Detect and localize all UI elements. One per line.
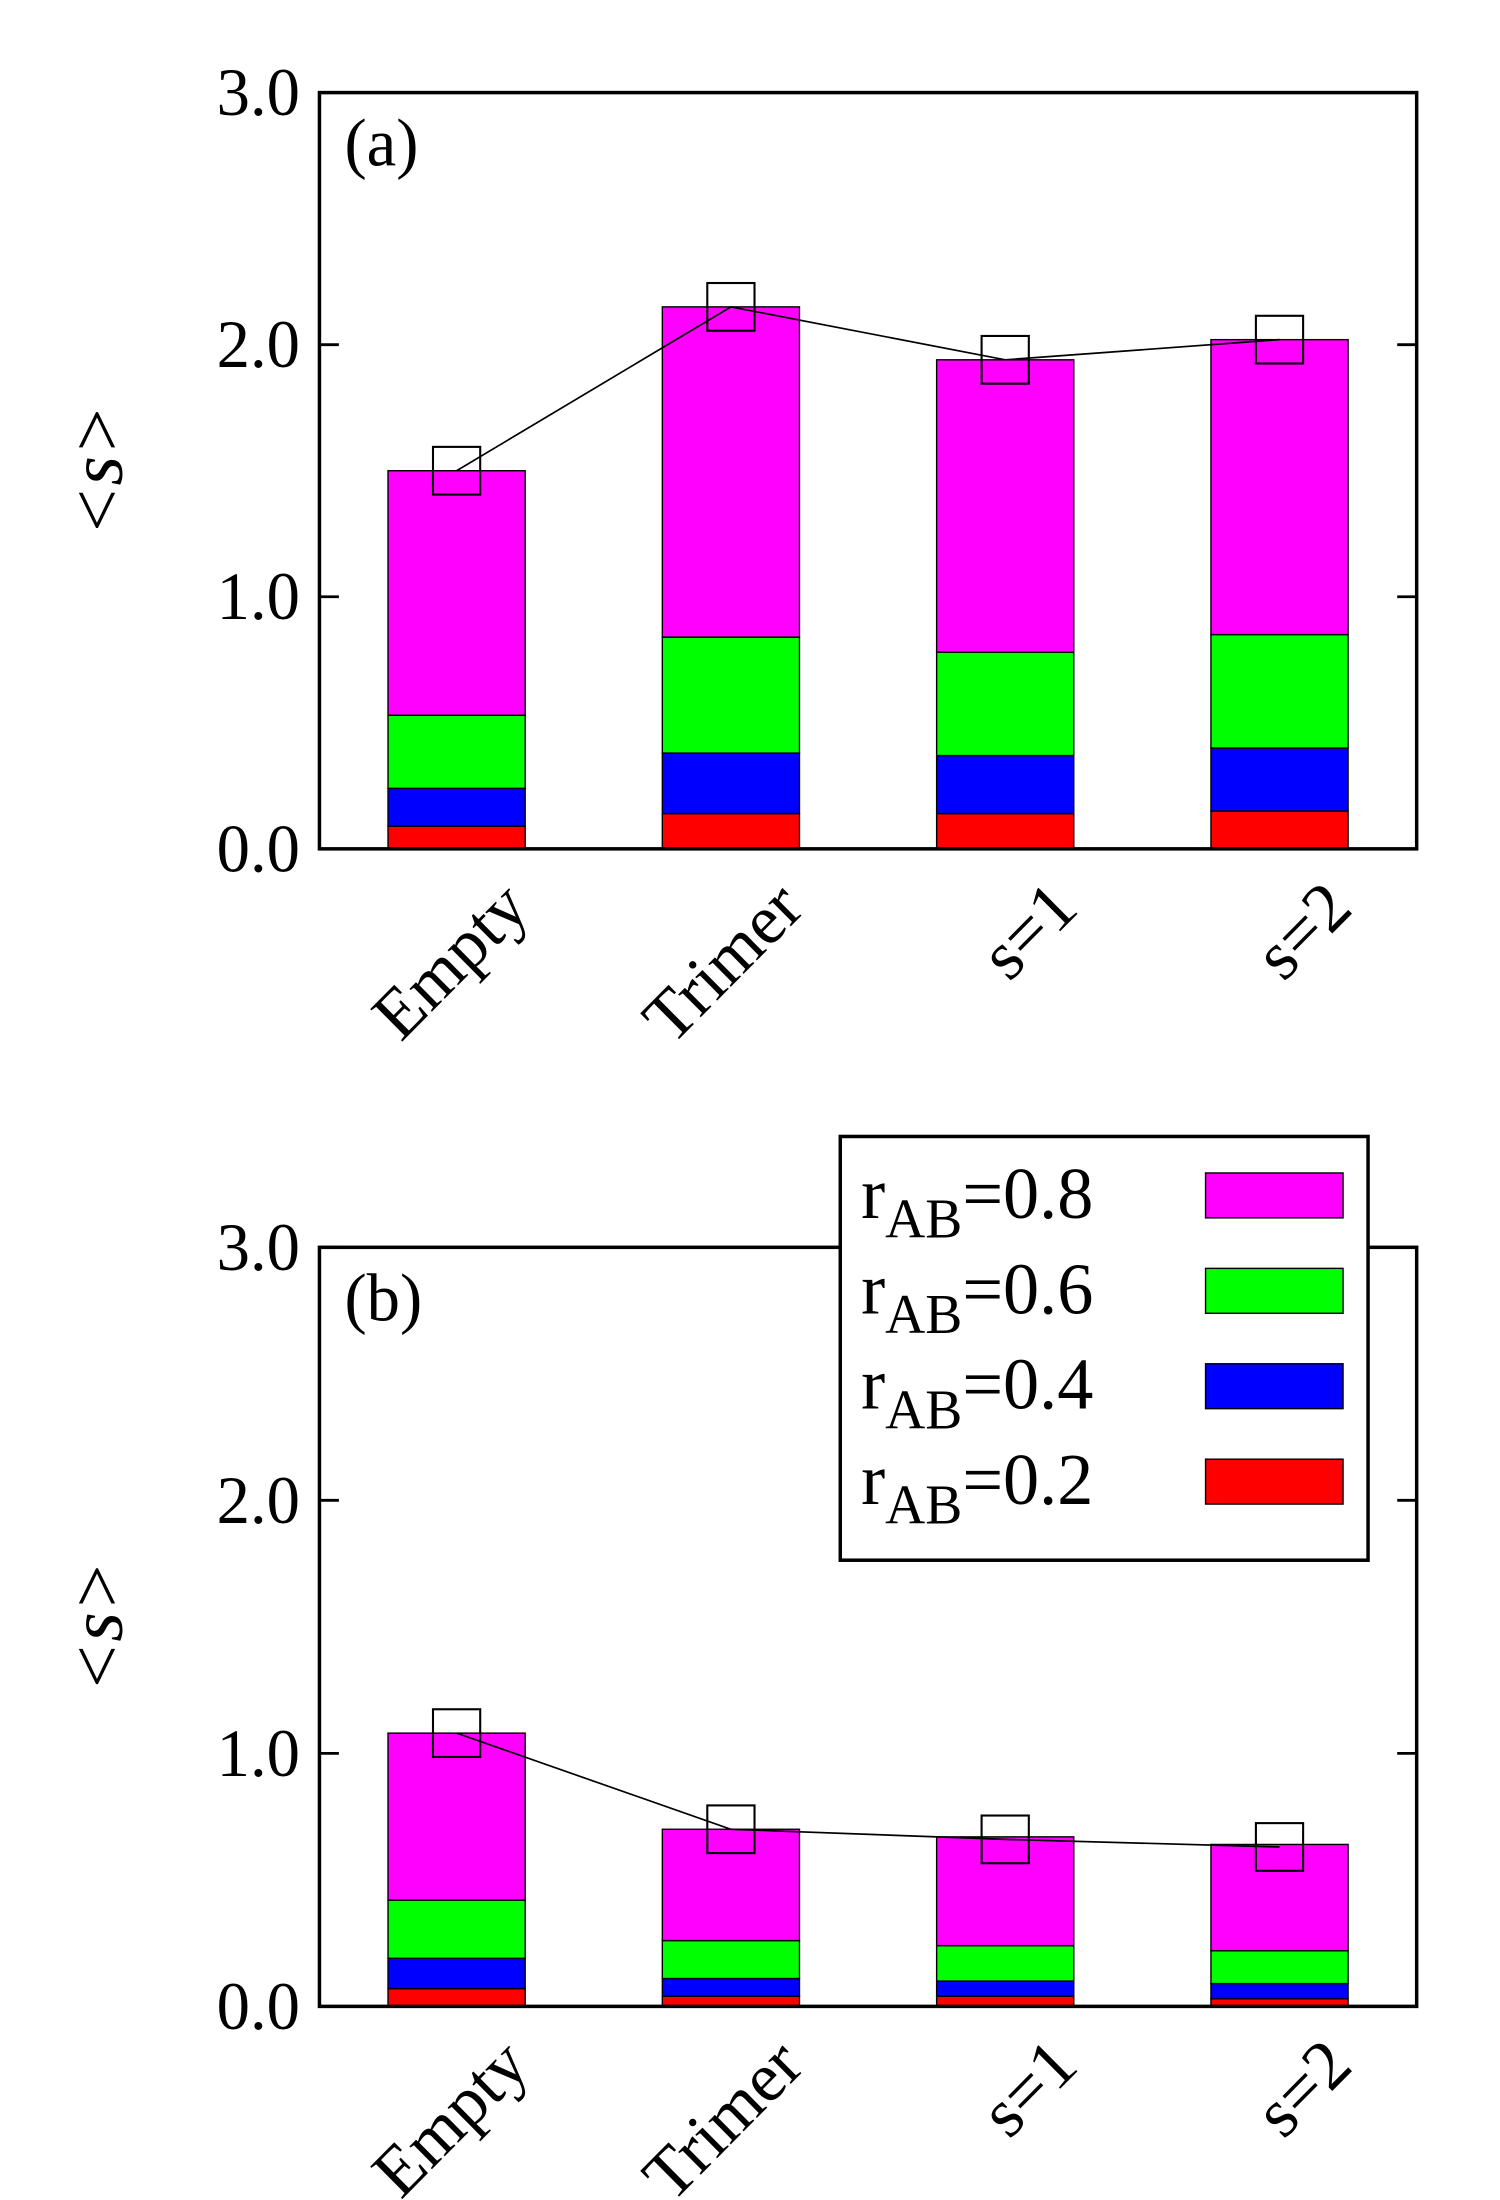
legend-label: rAB=0.2: [861, 1439, 1093, 1537]
y-tick-label: 2.0: [217, 308, 300, 382]
x-tick-label: Empty: [358, 2025, 543, 2200]
total-marker: [706, 281, 756, 332]
total-marker: [706, 1804, 756, 1855]
panel-label: (b): [344, 1261, 422, 1335]
total-marker: [431, 1708, 482, 1759]
bar-segment: [1210, 338, 1349, 636]
total-marker: [980, 334, 1030, 385]
bar-segment: [387, 470, 526, 716]
bar-segment: [1210, 747, 1349, 812]
legend-swatch: [1204, 1267, 1344, 1314]
legend-swatch: [1204, 1363, 1344, 1410]
total-marker: [1254, 1822, 1305, 1872]
y-tick-label: 2.0: [217, 1463, 300, 1537]
total-line: [456, 305, 1280, 472]
legend-swatch: [1204, 1172, 1344, 1219]
bar-segment: [935, 812, 1075, 850]
y-tick-label: 1.0: [217, 560, 300, 634]
bar-segment: [1210, 1950, 1349, 1985]
x-tick-label: s=2: [1240, 2025, 1366, 2152]
total-marker: [1254, 314, 1305, 365]
legend-label: rAB=0.4: [861, 1343, 1093, 1441]
bar-segment: [935, 754, 1075, 815]
bar-segment: [935, 1980, 1075, 1997]
x-tick-label: s=1: [966, 867, 1092, 994]
legend-swatch: [1204, 1458, 1344, 1505]
bar-segment: [661, 1939, 801, 1980]
y-tick-label: 3.0: [217, 1210, 300, 1284]
bar-segment: [935, 359, 1075, 653]
bar-segment: [935, 651, 1075, 757]
legend-label: rAB=0.6: [861, 1248, 1093, 1346]
y-tick-label: 0.0: [217, 812, 300, 886]
bar-segment: [1210, 1843, 1349, 1952]
total-marker: [431, 445, 482, 496]
x-tick-label: Empty: [358, 867, 543, 1054]
bar-segment: [661, 636, 801, 754]
bar-segment: [1210, 810, 1349, 850]
y-tick-label: 0.0: [217, 1970, 300, 2044]
bar-segment: [935, 1944, 1075, 1982]
plot-frame: [317, 90, 1419, 851]
bar-segment: [661, 1828, 801, 1942]
x-tick-label: Trimer: [629, 867, 818, 1058]
bar-segment: [935, 1836, 1075, 1947]
bar-segment: [387, 1732, 526, 1901]
bar-segment: [661, 752, 801, 815]
bar-segment: [387, 714, 526, 790]
y-axis-label: <s>: [57, 405, 140, 537]
bar-segment: [1210, 633, 1349, 749]
x-tick-label: Trimer: [629, 2025, 818, 2200]
bar-segment: [661, 812, 801, 850]
y-axis-label: <s>: [57, 1561, 140, 1693]
y-tick-label: 1.0: [217, 1717, 300, 1791]
total-line: [456, 1732, 1280, 1848]
total-marker: [980, 1814, 1030, 1865]
bar-segment: [387, 787, 526, 827]
x-tick-label: s=1: [966, 2025, 1092, 2152]
legend-label: rAB=0.8: [861, 1153, 1093, 1251]
bar-segment: [661, 306, 801, 638]
x-tick-label: s=2: [1240, 867, 1366, 994]
bar-segment: [661, 1977, 801, 1997]
bar-segment: [387, 1957, 526, 1990]
panel-label: (a): [344, 106, 418, 180]
bar-segment: [387, 1987, 526, 2008]
y-tick-label: 3.0: [217, 56, 300, 130]
bar-segment: [387, 825, 526, 850]
bar-segment: [1210, 1982, 1349, 2000]
bar-segment: [387, 1899, 526, 1960]
